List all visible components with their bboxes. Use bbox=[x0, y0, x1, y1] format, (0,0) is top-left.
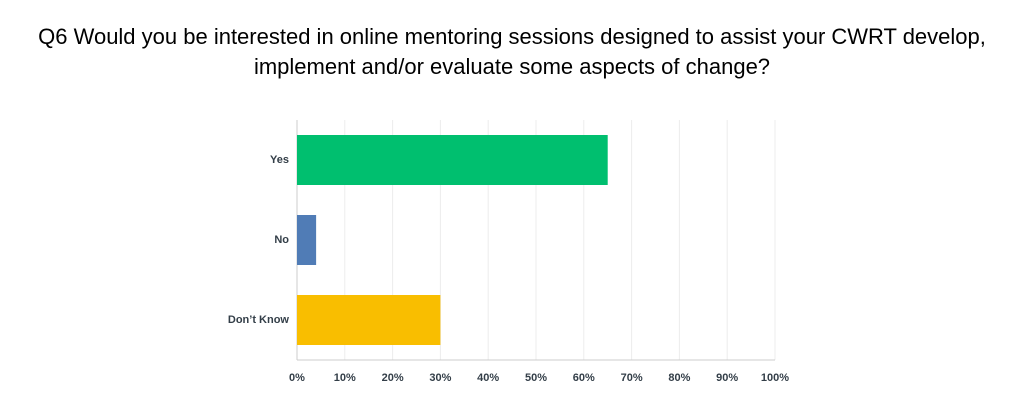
x-tick-label: 10% bbox=[334, 372, 356, 384]
x-tick-label: 80% bbox=[668, 372, 690, 384]
y-tick-label: Don’t Know bbox=[228, 314, 290, 326]
x-tick-label: 0% bbox=[289, 372, 305, 384]
x-tick-label: 70% bbox=[621, 372, 643, 384]
x-tick-label: 50% bbox=[525, 372, 547, 384]
y-tick-label: Yes bbox=[270, 154, 289, 166]
x-tick-label: 20% bbox=[382, 372, 404, 384]
x-tick-label: 30% bbox=[429, 372, 451, 384]
chart-title: Q6 Would you be interested in online men… bbox=[38, 24, 986, 79]
x-tick-label: 40% bbox=[477, 372, 499, 384]
x-tick-label: 90% bbox=[716, 372, 738, 384]
x-tick-label: 60% bbox=[573, 372, 595, 384]
x-tick-label: 100% bbox=[761, 372, 789, 384]
y-tick-label: No bbox=[274, 234, 289, 246]
bar bbox=[297, 215, 317, 265]
bar bbox=[297, 135, 608, 185]
bar bbox=[297, 295, 441, 345]
